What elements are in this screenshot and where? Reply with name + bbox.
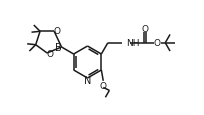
Text: O: O	[46, 50, 53, 59]
Text: O: O	[53, 27, 60, 36]
Text: O: O	[141, 25, 148, 34]
Text: O: O	[99, 81, 106, 90]
Text: B: B	[54, 42, 61, 52]
Text: NH: NH	[125, 39, 139, 48]
Text: N: N	[84, 75, 91, 85]
Text: O: O	[153, 39, 160, 48]
